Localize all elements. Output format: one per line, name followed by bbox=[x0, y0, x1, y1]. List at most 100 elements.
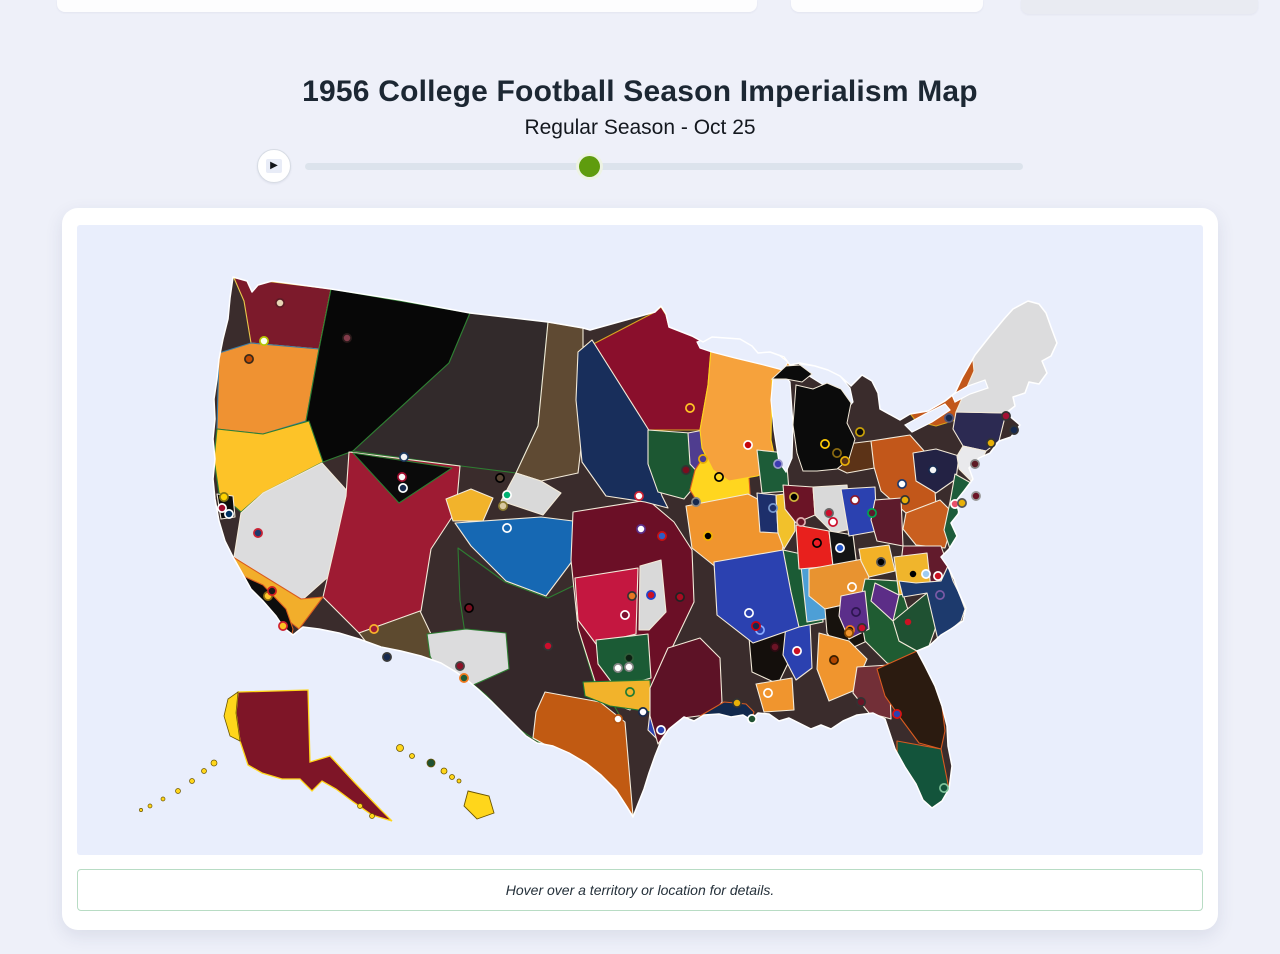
team-location-marker[interactable] bbox=[624, 662, 634, 672]
team-location-marker[interactable] bbox=[253, 528, 263, 538]
team-location-marker[interactable] bbox=[867, 508, 877, 518]
team-location-marker[interactable] bbox=[928, 465, 938, 475]
team-location-marker[interactable] bbox=[850, 495, 860, 505]
team-location-marker[interactable] bbox=[970, 459, 980, 469]
team-location-marker[interactable] bbox=[763, 688, 773, 698]
team-location-marker[interactable] bbox=[792, 646, 802, 656]
territory-polygon[interactable] bbox=[445, 488, 494, 522]
team-location-marker[interactable] bbox=[455, 661, 465, 671]
team-location-marker[interactable] bbox=[656, 725, 666, 735]
team-location-marker[interactable] bbox=[703, 531, 713, 541]
team-location-marker[interactable] bbox=[892, 709, 902, 719]
team-location-marker[interactable] bbox=[620, 610, 630, 620]
team-location-marker[interactable] bbox=[840, 456, 850, 466]
team-location-marker[interactable] bbox=[876, 557, 886, 567]
team-location-marker[interactable] bbox=[613, 714, 623, 724]
play-button[interactable]: ▶ bbox=[257, 149, 291, 183]
team-location-marker[interactable] bbox=[624, 653, 634, 663]
team-location-marker[interactable] bbox=[636, 524, 646, 534]
team-location-marker[interactable] bbox=[613, 663, 623, 673]
team-location-marker[interactable] bbox=[502, 490, 512, 500]
territory-polygon[interactable] bbox=[870, 497, 904, 547]
team-location-marker[interactable] bbox=[935, 590, 945, 600]
alaska-territory[interactable] bbox=[223, 691, 241, 742]
alaska-territory[interactable] bbox=[235, 689, 393, 822]
team-location-marker[interactable] bbox=[844, 628, 854, 638]
team-location-marker[interactable] bbox=[751, 621, 761, 631]
team-location-marker[interactable] bbox=[224, 509, 234, 519]
hawaii-island[interactable] bbox=[440, 767, 448, 775]
team-location-marker[interactable] bbox=[812, 538, 822, 548]
team-location-marker[interactable] bbox=[743, 440, 753, 450]
hawaii-island[interactable] bbox=[449, 774, 455, 780]
team-location-marker[interactable] bbox=[744, 608, 754, 618]
team-location-marker[interactable] bbox=[847, 582, 857, 592]
team-location-marker[interactable] bbox=[244, 354, 254, 364]
team-location-marker[interactable] bbox=[768, 503, 778, 513]
team-location-marker[interactable] bbox=[856, 697, 866, 707]
team-location-marker[interactable] bbox=[498, 501, 508, 511]
team-location-marker[interactable] bbox=[495, 473, 505, 483]
team-location-marker[interactable] bbox=[681, 465, 691, 475]
hawaii-island[interactable] bbox=[456, 778, 462, 784]
team-location-marker[interactable] bbox=[543, 641, 553, 651]
team-location-marker[interactable] bbox=[732, 698, 742, 708]
team-location-marker[interactable] bbox=[939, 783, 949, 793]
team-location-marker[interactable] bbox=[957, 498, 967, 508]
hawaii-island[interactable] bbox=[396, 744, 404, 752]
team-location-marker[interactable] bbox=[900, 495, 910, 505]
team-location-marker[interactable] bbox=[933, 571, 943, 581]
territory-polygon[interactable] bbox=[812, 484, 852, 534]
hawaii-island[interactable] bbox=[463, 790, 495, 820]
team-location-marker[interactable] bbox=[835, 543, 845, 553]
hawaii-island[interactable] bbox=[409, 753, 415, 759]
team-location-marker[interactable] bbox=[773, 459, 783, 469]
team-location-marker[interactable] bbox=[796, 517, 806, 527]
territory-polygon[interactable] bbox=[575, 339, 669, 509]
team-location-marker[interactable] bbox=[770, 642, 780, 652]
team-location-marker[interactable] bbox=[832, 448, 842, 458]
team-location-marker[interactable] bbox=[944, 413, 954, 423]
team-location-marker[interactable] bbox=[399, 452, 409, 462]
team-location-marker[interactable] bbox=[634, 491, 644, 501]
team-location-marker[interactable] bbox=[342, 333, 352, 343]
territory-polygon[interactable] bbox=[515, 321, 584, 482]
team-location-marker[interactable] bbox=[714, 472, 724, 482]
team-location-marker[interactable] bbox=[903, 617, 913, 627]
team-location-marker[interactable] bbox=[459, 673, 469, 683]
team-location-marker[interactable] bbox=[971, 491, 981, 501]
team-location-marker[interactable] bbox=[829, 655, 839, 665]
team-location-marker[interactable] bbox=[267, 586, 277, 596]
team-location-marker[interactable] bbox=[217, 503, 227, 513]
team-location-marker[interactable] bbox=[855, 427, 865, 437]
team-location-marker[interactable] bbox=[851, 607, 861, 617]
team-location-marker[interactable] bbox=[820, 439, 830, 449]
team-location-marker[interactable] bbox=[685, 403, 695, 413]
territory-polygon[interactable] bbox=[756, 492, 779, 534]
team-location-marker[interactable] bbox=[675, 592, 685, 602]
hawaii-island[interactable] bbox=[426, 758, 436, 768]
territory-polygon[interactable] bbox=[902, 499, 956, 549]
team-location-marker[interactable] bbox=[921, 569, 931, 579]
team-location-marker[interactable] bbox=[1009, 425, 1019, 435]
team-location-marker[interactable] bbox=[897, 479, 907, 489]
team-location-marker[interactable] bbox=[259, 336, 269, 346]
territory-polygon[interactable] bbox=[755, 677, 795, 713]
timeline-slider-track[interactable] bbox=[305, 156, 1023, 177]
team-location-marker[interactable] bbox=[986, 438, 996, 448]
team-location-marker[interactable] bbox=[219, 492, 229, 502]
team-location-marker[interactable] bbox=[398, 483, 408, 493]
team-location-marker[interactable] bbox=[657, 531, 667, 541]
team-location-marker[interactable] bbox=[638, 707, 648, 717]
territory-polygon[interactable] bbox=[955, 300, 1057, 414]
team-location-marker[interactable] bbox=[691, 497, 701, 507]
team-location-marker[interactable] bbox=[397, 472, 407, 482]
territory-polygon[interactable] bbox=[896, 740, 950, 809]
team-location-marker[interactable] bbox=[464, 603, 474, 613]
team-location-marker[interactable] bbox=[747, 714, 757, 724]
team-location-marker[interactable] bbox=[824, 508, 834, 518]
territory-polygon[interactable] bbox=[770, 364, 813, 383]
team-location-marker[interactable] bbox=[828, 517, 838, 527]
team-location-marker[interactable] bbox=[857, 623, 867, 633]
team-location-marker[interactable] bbox=[275, 298, 285, 308]
